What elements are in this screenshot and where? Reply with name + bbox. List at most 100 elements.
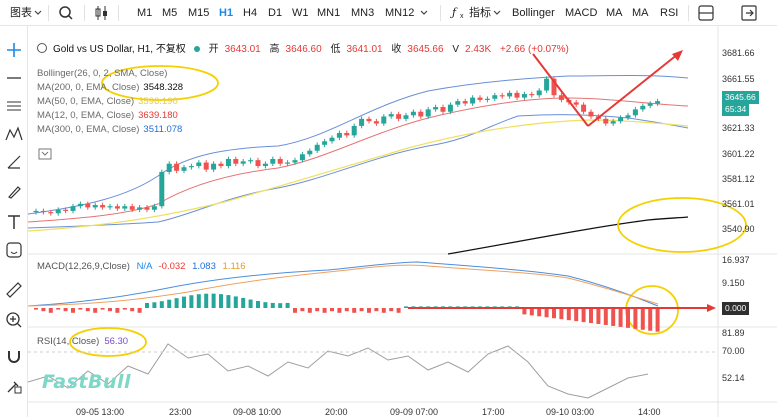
indicator-bollinger[interactable]: Bollinger [512,7,555,19]
bollinger-lower [28,114,689,229]
chart-type-dropdown[interactable]: 图表 [10,7,32,19]
pattern-icon[interactable] [4,124,24,144]
interval-m5[interactable]: M5 [162,7,178,19]
macd-bar [93,308,98,313]
price-axis-label: 3661.55 [722,74,755,84]
legend-macd[interactable]: MACD(12,26,9,Close) N/A -0.032 1.083 1.1… [37,261,246,272]
candlestick-icon[interactable] [93,4,111,22]
interval-d1[interactable]: D1 [268,7,283,19]
legend-ma200[interactable]: MA(200, 0, EMA, Close) 3548.328 [37,82,184,93]
candle-body [307,150,313,155]
high-value: 3646.60 [285,44,322,55]
zoom-in-icon[interactable] [4,310,24,330]
candle-body [248,160,254,162]
macd-bar [566,308,571,321]
candle-body [174,163,180,171]
macd-bar [404,306,408,308]
trend-line-icon[interactable] [4,68,24,88]
rsi-axis-label: 81.89 [722,328,745,338]
legend-rsi[interactable]: RSI(14, Close) 56.30 [37,336,129,347]
macd-bar [596,308,601,324]
indicator-ma-1[interactable]: MA [606,7,623,19]
price-axis-label: 3581.12 [722,174,755,184]
chart-area[interactable]: Gold vs US Dollar, H1, 不复权 开 3643.01 高 364… [28,26,777,417]
candle-body [314,144,320,151]
interval-mn3[interactable]: MN3 [351,7,375,19]
price-chart[interactable] [28,26,777,417]
text-icon[interactable] [4,212,24,232]
macd-bar [633,308,638,329]
layout-icon[interactable] [697,4,715,22]
magnet-icon[interactable] [4,346,24,366]
macd-bar [330,308,334,312]
macd-bar [233,296,238,308]
interval-h1[interactable]: H1 [219,7,234,19]
search-icon[interactable] [57,4,75,22]
candle-body [396,114,402,119]
candle-body [240,161,246,164]
candle-body [433,107,439,110]
interval-m15[interactable]: M15 [188,7,210,19]
indicator-rsi[interactable]: RSI [660,7,679,19]
interval-h4[interactable]: H4 [243,7,258,19]
interval-mn1[interactable]: MN1 [317,7,341,19]
bollinger-upper [28,75,689,215]
function-icon[interactable]: ƒ [452,6,457,19]
horizontal-lines-icon[interactable] [4,96,24,116]
macd-zero-tag: 0.000 [722,302,750,315]
fib-icon[interactable] [4,152,24,172]
macd-signal [28,264,659,307]
lock-draw-icon[interactable] [4,376,24,396]
symbol-name: Gold vs US Dollar, H1, 不复权 [53,44,186,55]
open-value: 3643.01 [224,44,261,55]
macd-bar [537,308,542,317]
indicator-ma-2[interactable]: MA [632,7,649,19]
chevron-down-icon[interactable] [34,9,42,17]
candle-body [55,209,61,214]
interval-mn12[interactable]: MN12 [385,7,415,19]
interval-w1[interactable]: W1 [292,7,309,19]
candle-body [655,101,661,104]
collapse-legend-icon[interactable] [38,148,52,160]
emoji-icon[interactable] [4,240,24,260]
macd-bar [322,308,327,313]
interval-m1[interactable]: M1 [137,7,153,19]
candle-body [100,205,106,208]
chevron-down-icon[interactable] [493,9,501,17]
candle-body [40,210,46,213]
legend-ma300[interactable]: MA(300, 0, EMA, Close) 3511.078 [37,124,183,135]
macd-bar [618,308,623,327]
candle-body [159,171,165,207]
candle-body [359,118,365,126]
macd-bar [589,308,593,324]
legend-ma50[interactable]: MA(50, 0, EMA, Close) 3596.190 [37,96,178,107]
legend-bollinger[interactable]: Bollinger(26, 0, 2, SMA, Close) [37,68,168,79]
rsi-axis-label: 70.00 [722,346,745,356]
candle-body [514,92,520,98]
macd-bar [359,308,364,312]
macd-bar [48,308,53,313]
export-icon[interactable] [740,4,758,22]
macd-bar [315,308,320,312]
divider [440,5,441,21]
candle-body [388,114,394,117]
countdown-tag: 65:34 [722,103,750,116]
indicators-button[interactable]: 指标 [469,7,491,19]
crosshair-icon[interactable] [4,40,24,60]
legend-ma12[interactable]: MA(12, 0, EMA, Close) 3639.180 [37,110,178,121]
macd-bar [389,308,394,312]
macd-line [28,261,659,307]
candle-body [403,115,409,119]
close-label: 收 [391,44,402,55]
ruler-icon[interactable] [4,280,24,300]
brush-icon[interactable] [4,182,24,202]
candle-body [188,166,194,168]
divider [48,5,49,21]
indicator-macd[interactable]: MACD [565,7,598,19]
macd-bar [337,308,342,313]
candle-body [558,95,564,100]
macd-bar [544,308,549,318]
chevron-down-icon[interactable] [420,9,428,17]
change-value: +2.66 (+0.07%) [499,44,569,55]
candle-body [447,104,453,112]
